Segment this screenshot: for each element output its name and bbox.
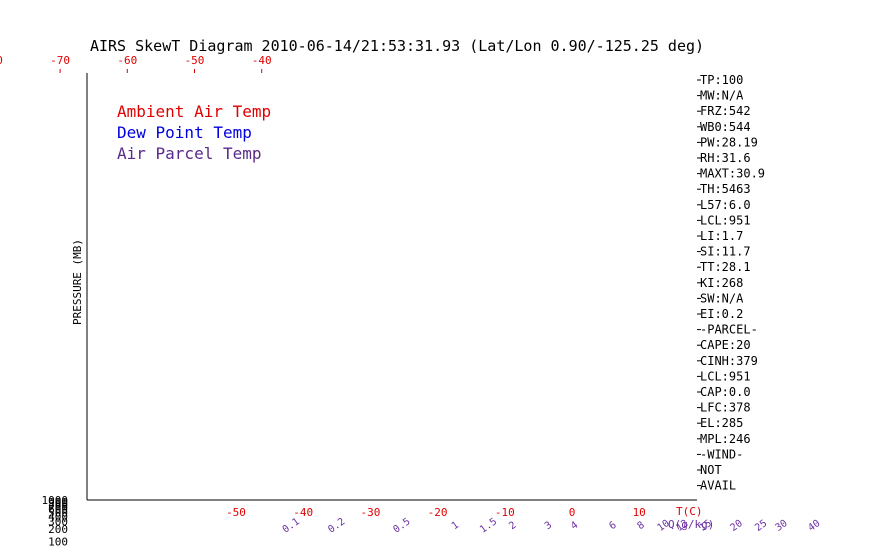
- top-temp-label: -50: [185, 54, 205, 67]
- dry-adiabat: [52, 500, 870, 542]
- dry-adiabat: [87, 500, 870, 542]
- legend-entry: Air Parcel Temp: [117, 144, 262, 163]
- mixing-ratio-label: 8: [636, 520, 647, 532]
- index-entry: SW:N/A: [700, 291, 744, 305]
- mixing-ratio-label: 0.2: [326, 516, 347, 535]
- index-entry: EI:0.2: [700, 307, 743, 321]
- isotherm: [867, 500, 870, 542]
- pressure-tick-label: 500: [48, 506, 68, 519]
- isotherm: [799, 500, 841, 542]
- index-entry: WB0:544: [700, 120, 751, 134]
- bottom-temp-label: 10: [633, 506, 646, 519]
- mixing-ratio-label: 1.5: [478, 516, 499, 535]
- top-temp-label: -80: [0, 54, 3, 67]
- pressure-tick-label: 800: [48, 498, 68, 511]
- mixing-ratio-label: 40: [806, 518, 822, 534]
- mixing-ratio-label: 20: [729, 518, 745, 534]
- index-entry: SI:11.7: [700, 245, 751, 259]
- mixing-ratio-label: 25: [753, 518, 769, 534]
- index-entry: LI:1.7: [700, 229, 743, 243]
- pressure-tick-label: 400: [48, 511, 68, 524]
- y-axis-label: PRESSURE (MB): [71, 239, 84, 325]
- bottom-temp-label: -20: [428, 506, 448, 519]
- pressure-tick-label: 200: [48, 523, 68, 536]
- isotherm: [0, 500, 34, 542]
- legend-entry: Ambient Air Temp: [117, 102, 271, 121]
- mixing-ratio-line: [680, 499, 684, 500]
- mixing-ratio-label: 30: [774, 518, 790, 534]
- index-entry: RH:31.6: [700, 151, 751, 165]
- top-temp-label: -70: [50, 54, 70, 67]
- dry-adiabat: [534, 499, 551, 500]
- chart-title: AIRS SkewT Diagram 2010-06-14/21:53:31.9…: [90, 37, 704, 55]
- index-entry: CAP:0.0: [700, 385, 751, 399]
- index-entry: L57:6.0: [700, 198, 751, 212]
- index-entry: TT:28.1: [700, 260, 751, 274]
- index-entry: MW:N/A: [700, 89, 744, 103]
- index-entry: KI:268: [700, 276, 743, 290]
- bottom-temp-label: -30: [360, 506, 380, 519]
- mixing-ratio-label: 4: [569, 520, 580, 532]
- index-entry: CAPE:20: [700, 338, 751, 352]
- index-entry: TP:100: [700, 73, 743, 87]
- pressure-tick-label: 300: [48, 516, 68, 529]
- pressure-tick-label: 100: [48, 536, 68, 549]
- series-dew-point-temp: [678, 499, 697, 500]
- bottom-temp-label: -10: [495, 506, 515, 519]
- isotherm: [168, 499, 169, 500]
- index-entry: MPL:246: [700, 432, 751, 446]
- index-entry: FRZ:542: [700, 104, 751, 118]
- mixing-ratio-line: [646, 500, 763, 517]
- index-entry: CINH:379: [700, 354, 758, 368]
- dry-adiabat: [201, 499, 215, 500]
- index-entry: PW:28.19: [700, 135, 758, 149]
- mixing-ratio-line: [610, 499, 615, 500]
- mixing-ratio-label: 1: [450, 520, 461, 532]
- bottom-temp-label: 0: [569, 506, 576, 519]
- mixing-ratio-label: 0.5: [391, 516, 412, 535]
- index-entry: -PARCEL-: [700, 323, 758, 337]
- mixing-ratio-line: [638, 499, 643, 500]
- mixing-ratio-line: [572, 499, 577, 500]
- mixing-ratio-label: 0.1: [281, 516, 302, 535]
- mixing-ratio-label: 2: [507, 520, 518, 532]
- bottom-temp-label: -40: [293, 506, 313, 519]
- top-temp-label: -60: [117, 54, 137, 67]
- mixing-ratio-unit-label: Q(g/kg): [668, 518, 714, 531]
- top-temp-label: -40: [252, 54, 272, 67]
- x-axis-unit-label: T(C): [676, 505, 703, 518]
- bottom-temp-label: -50: [226, 506, 246, 519]
- index-entry: AVAIL: [700, 479, 736, 493]
- moist-adiabat: [0, 500, 706, 531]
- dry-adiabat: [331, 500, 870, 542]
- moist-adiabat: [531, 499, 546, 500]
- index-entry: EL:285: [700, 416, 743, 430]
- isotherm: [571, 499, 572, 500]
- index-entry: MAXT:30.9: [700, 167, 765, 181]
- index-entry: LCL:951: [700, 213, 751, 227]
- mixing-ratio-label: 3: [543, 520, 554, 532]
- legend: Ambient Air Temp Dew Point Temp Air Parcel…: [117, 102, 271, 163]
- legend-entry: Dew Point Temp: [117, 123, 252, 142]
- index-entry: NOT: [700, 463, 722, 477]
- pressure-tick-label: 1000: [42, 494, 69, 507]
- pressure-tick-label: 700: [48, 500, 68, 513]
- index-entry: LFC:378: [700, 401, 751, 415]
- moist-adiabat: [38, 500, 734, 531]
- index-entry: -WIND-: [700, 447, 743, 461]
- mixing-ratio-label: 6: [607, 520, 618, 532]
- pressure-tick-label: 600: [48, 503, 68, 516]
- mixing-ratio-line: [694, 500, 816, 517]
- index-entry: TH:5463: [700, 182, 751, 196]
- pressure-tick-label: 900: [48, 496, 68, 509]
- index-entry: LCL:951: [700, 369, 751, 383]
